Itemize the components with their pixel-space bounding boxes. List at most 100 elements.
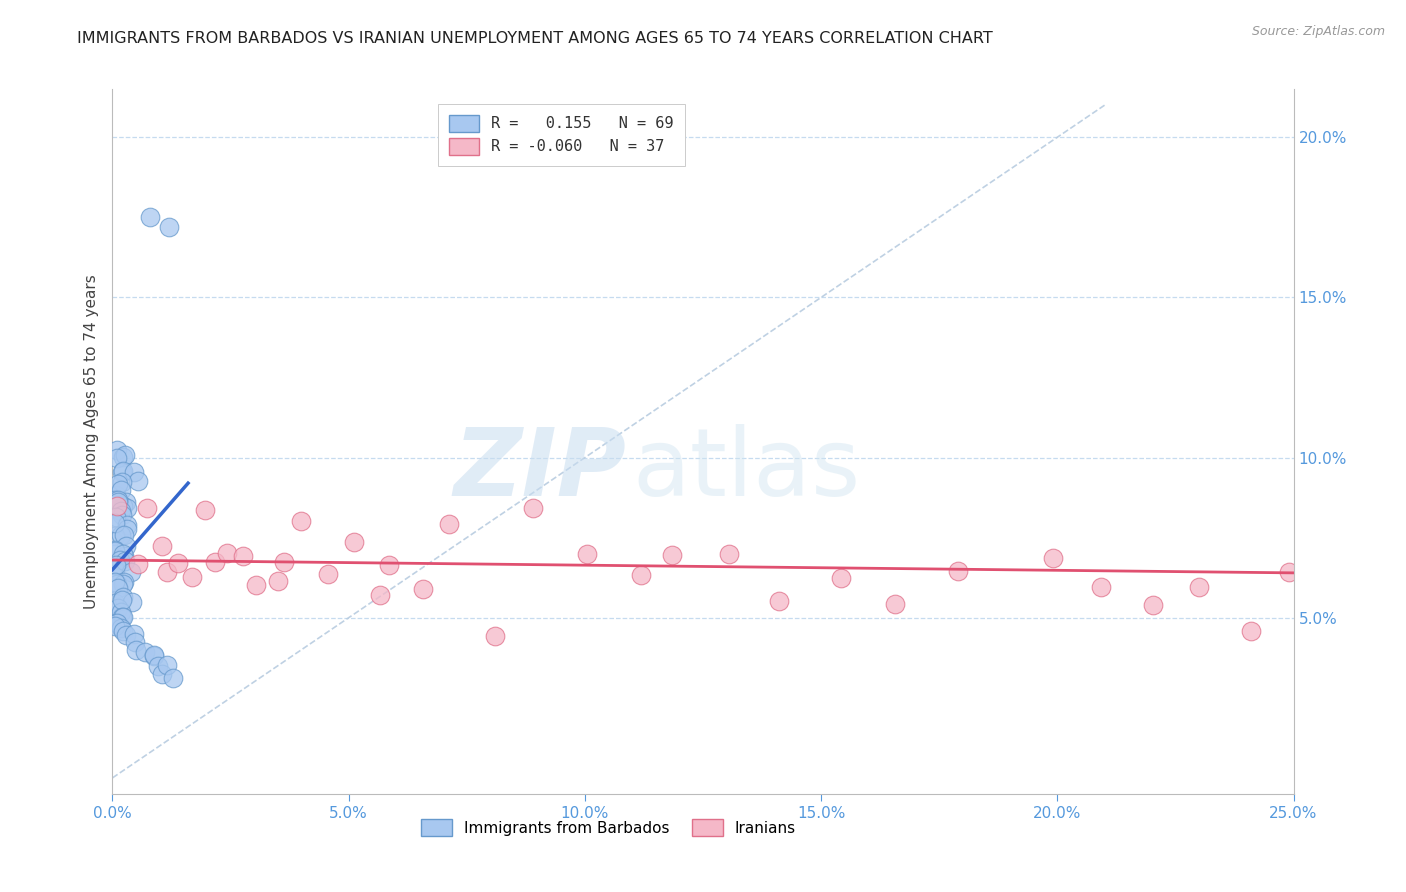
- Point: [111, 610, 134, 624]
- Point: [484, 629, 506, 643]
- Point: [717, 547, 740, 561]
- Point: [146, 659, 169, 673]
- Point: [105, 616, 128, 631]
- Point: [115, 495, 138, 509]
- Point: [370, 588, 392, 602]
- Point: [104, 544, 127, 558]
- Point: [107, 493, 129, 508]
- Point: [104, 596, 127, 610]
- Point: [110, 553, 132, 567]
- Point: [110, 504, 132, 518]
- Point: [135, 501, 157, 516]
- Text: ZIP: ZIP: [453, 424, 626, 516]
- Point: [125, 643, 148, 657]
- Point: [104, 493, 127, 508]
- Point: [105, 558, 128, 572]
- Point: [104, 575, 127, 590]
- Point: [575, 547, 598, 561]
- Y-axis label: Unemployment Among Ages 65 to 74 years: Unemployment Among Ages 65 to 74 years: [84, 274, 100, 609]
- Point: [143, 649, 166, 664]
- Point: [111, 465, 134, 479]
- Point: [114, 549, 136, 563]
- Point: [156, 658, 179, 673]
- Point: [115, 521, 138, 535]
- Point: [107, 495, 129, 509]
- Point: [522, 500, 544, 515]
- Point: [377, 558, 399, 573]
- Point: [157, 219, 180, 234]
- Point: [1187, 580, 1209, 594]
- Point: [167, 556, 190, 570]
- Point: [112, 576, 135, 591]
- Point: [245, 578, 267, 592]
- Point: [105, 577, 128, 591]
- Point: [112, 624, 135, 638]
- Point: [114, 539, 136, 553]
- Text: atlas: atlas: [633, 424, 860, 516]
- Point: [830, 571, 852, 585]
- Point: [110, 483, 132, 497]
- Point: [107, 616, 129, 631]
- Point: [107, 582, 129, 596]
- Point: [318, 567, 340, 582]
- Point: [104, 516, 127, 530]
- Point: [112, 547, 135, 561]
- Point: [110, 475, 132, 490]
- Point: [180, 570, 202, 584]
- Point: [111, 593, 134, 607]
- Point: [112, 575, 135, 590]
- Text: IMMIGRANTS FROM BARBADOS VS IRANIAN UNEMPLOYMENT AMONG AGES 65 TO 74 YEARS CORRE: IMMIGRANTS FROM BARBADOS VS IRANIAN UNEM…: [77, 31, 993, 46]
- Point: [105, 510, 128, 524]
- Point: [115, 627, 138, 641]
- Point: [343, 535, 366, 549]
- Point: [1090, 580, 1112, 594]
- Point: [107, 600, 129, 615]
- Point: [110, 605, 132, 619]
- Point: [1240, 624, 1263, 639]
- Point: [104, 528, 127, 542]
- Point: [1042, 551, 1064, 566]
- Point: [150, 539, 173, 553]
- Point: [437, 517, 460, 532]
- Point: [115, 500, 138, 515]
- Point: [112, 499, 135, 513]
- Point: [412, 582, 434, 597]
- Point: [105, 450, 128, 465]
- Point: [134, 645, 156, 659]
- Point: [107, 500, 129, 514]
- Point: [768, 594, 790, 608]
- Point: [114, 448, 136, 462]
- Point: [104, 563, 127, 577]
- Point: [630, 568, 652, 582]
- Point: [1142, 598, 1164, 612]
- Point: [273, 555, 295, 569]
- Point: [114, 553, 136, 567]
- Point: [232, 549, 254, 563]
- Point: [883, 597, 905, 611]
- Point: [110, 621, 132, 635]
- Text: Source: ZipAtlas.com: Source: ZipAtlas.com: [1251, 25, 1385, 38]
- Point: [290, 514, 312, 528]
- Point: [105, 442, 128, 457]
- Point: [120, 565, 142, 579]
- Point: [193, 503, 215, 517]
- Point: [139, 211, 162, 225]
- Point: [111, 591, 134, 605]
- Point: [267, 574, 290, 588]
- Point: [111, 465, 134, 479]
- Point: [143, 648, 166, 662]
- Point: [104, 562, 127, 576]
- Point: [104, 543, 127, 558]
- Point: [156, 565, 179, 579]
- Legend: Immigrants from Barbados, Iranians: Immigrants from Barbados, Iranians: [413, 811, 804, 844]
- Point: [204, 555, 226, 569]
- Point: [150, 667, 173, 681]
- Point: [111, 610, 134, 624]
- Point: [122, 627, 145, 641]
- Point: [111, 508, 134, 522]
- Point: [112, 528, 135, 542]
- Point: [111, 450, 134, 464]
- Point: [121, 594, 143, 608]
- Point: [107, 476, 129, 491]
- Point: [162, 671, 184, 685]
